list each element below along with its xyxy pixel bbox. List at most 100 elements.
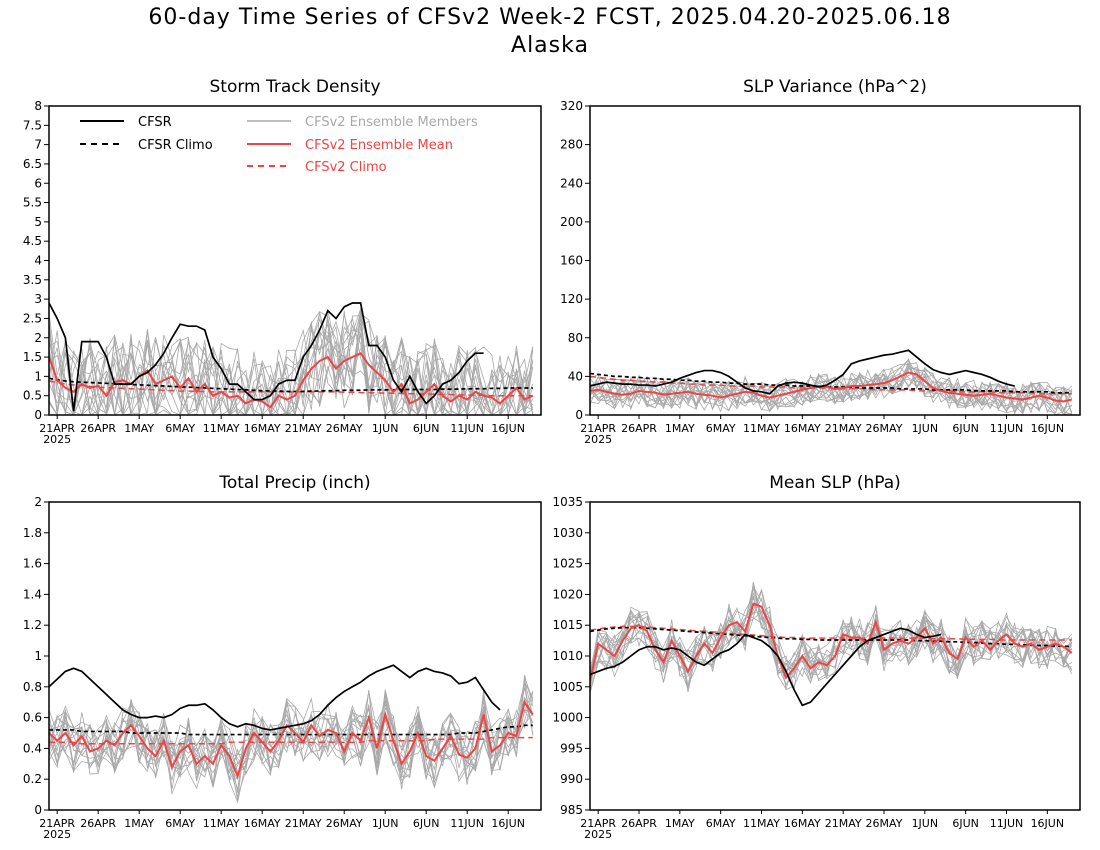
cfsr-climo-line <box>49 724 533 736</box>
y-tick-label: 8 <box>34 99 42 113</box>
y-tick-label: 0 <box>575 408 583 422</box>
ensemble-member-line <box>590 587 1073 678</box>
ensemble-member-line <box>49 320 534 415</box>
ensemble-mean-line <box>590 371 1073 403</box>
x-tick-label: 11MAY <box>203 817 240 830</box>
x-tick-label: 6JUN <box>413 422 440 435</box>
x-tick-label: 6MAY <box>165 422 195 435</box>
ensemble-mean-line <box>590 602 1073 681</box>
ensemble-member-line <box>49 309 534 415</box>
y-tick-label: 1025 <box>552 557 583 571</box>
y-tick-label: 3.5 <box>23 273 42 287</box>
y-tick-label: 1030 <box>552 526 583 540</box>
y-tick-label: 4.5 <box>23 234 42 248</box>
ensemble-member-line <box>590 585 1073 687</box>
y-tick-label: 6.5 <box>23 157 42 171</box>
x-tick-label: 6MAY <box>706 422 736 435</box>
x-tick-label: 6JUN <box>952 817 979 830</box>
ensemble-member-line <box>590 374 1073 415</box>
y-tick-label: 120 <box>560 292 583 306</box>
y-tick-label: 7.5 <box>23 118 42 132</box>
figure-region: Alaska <box>511 33 589 58</box>
plot-area <box>49 302 534 415</box>
chart-title: Mean SLP (hPa) <box>769 473 901 493</box>
chart-panel-1: Storm Track Density 0 0.5 1 1.5 2 2.5 3 3.5 4 4.5 5… <box>23 77 542 446</box>
ensemble-member-line <box>590 370 1072 414</box>
y-tick-label: 0.8 <box>23 680 42 694</box>
figure-title-block: 60-day Time Series of CFSv2 Week-2 FCST,… <box>0 4 1100 60</box>
y-tick-label: 0 <box>34 803 42 817</box>
y-tick-label: 40 <box>568 369 583 383</box>
ensemble-member-line <box>590 372 1073 411</box>
chart-panel-2: SLP Variance (hPa^2) 0 40 80 120 160 200 240 280… <box>560 77 1081 446</box>
x-tick-label: 11MAY <box>743 817 780 830</box>
x-tick-label: 26MAY <box>866 422 903 435</box>
y-tick-label: 1.4 <box>23 587 42 601</box>
y-tick-label: 1 <box>34 369 42 383</box>
ensemble-member-line <box>49 316 534 415</box>
cfsr-line <box>590 349 1015 395</box>
y-tick-label: 985 <box>560 803 583 817</box>
legend-label: CFSv2 Ensemble Mean <box>305 138 453 153</box>
y-tick-label: 7 <box>34 138 42 152</box>
ensemble-member-line <box>590 602 1073 693</box>
y-tick-label: 1020 <box>552 587 583 601</box>
y-tick-label: 0 <box>34 408 42 422</box>
x-tick-label: 26APR <box>80 817 116 830</box>
x-tick-label: 26MAY <box>326 817 363 830</box>
legend: CFSR CFSR Climo CFSv2 Ensemble Members CFSv… <box>80 115 478 175</box>
cfsr-line <box>49 664 501 731</box>
x-tick-label: 11JUN <box>450 817 484 830</box>
y-tick-label: 6 <box>34 176 42 190</box>
x-tick-label: 1MAY <box>124 422 154 435</box>
y-tick-label: 0.2 <box>23 772 42 786</box>
x-tick-label: 6MAY <box>165 817 195 830</box>
y-tick-label: 240 <box>560 176 583 190</box>
plot-frame <box>48 105 542 416</box>
y-tick-label: 5 <box>34 215 42 229</box>
x-tick-label: 11MAY <box>743 422 780 435</box>
y-tick-label: 1.6 <box>23 557 42 571</box>
legend-label: CFSv2 Climo <box>305 160 387 175</box>
plot-area <box>590 582 1073 707</box>
x-tick-label: 1JUN <box>912 422 939 435</box>
y-tick-label: 1035 <box>552 495 583 509</box>
ensemble-member-line <box>49 696 534 784</box>
x-tick-label: 21APR <box>39 817 75 830</box>
x-tick-label: 26APR <box>621 817 657 830</box>
y-tick-label: 1000 <box>552 711 583 725</box>
ensemble-member-line <box>49 705 533 777</box>
x-tick-label: 26APR <box>80 422 116 435</box>
y-tick-label: 1005 <box>552 680 583 694</box>
y-tick-label: 2 <box>34 331 42 345</box>
chart-panel-3: Total Precip (inch) 0 0.2 0.4 0.6 0.8 1 1.2 1.4 1… <box>23 473 542 841</box>
chart-title: Total Precip (inch) <box>218 473 370 493</box>
x-tick-label: 1MAY <box>665 422 695 435</box>
ensemble-member-line <box>49 310 534 415</box>
y-tick-label: 5.5 <box>23 196 42 210</box>
y-tick-label: 80 <box>568 331 583 345</box>
x-tick-label: 16MAY <box>244 817 281 830</box>
x-tick-label: 21APR <box>580 422 616 435</box>
figure-title: 60-day Time Series of CFSv2 Week-2 FCST,… <box>148 5 952 30</box>
y-tick-label: 0.5 <box>23 389 42 403</box>
x-tick-label: 16JUN <box>1031 422 1065 435</box>
x-tick-label: 11JUN <box>990 817 1024 830</box>
y-tick-label: 0.4 <box>23 741 42 755</box>
y-tick-label: 2.5 <box>23 311 42 325</box>
x-tick-label: 1JUN <box>372 422 399 435</box>
x-tick-label: 16MAY <box>244 422 281 435</box>
x-tick-label: 26MAY <box>326 422 363 435</box>
chart-title: SLP Variance (hPa^2) <box>743 77 927 97</box>
plot-frame <box>589 105 1081 416</box>
y-tick-label: 3 <box>34 292 42 306</box>
x-tick-label: 16JUN <box>491 422 525 435</box>
x-year-label: 2025 <box>584 828 612 841</box>
ensemble-member-line <box>49 308 534 415</box>
x-tick-label: 21MAY <box>825 422 862 435</box>
x-tick-label: 6MAY <box>706 817 736 830</box>
x-year-label: 2025 <box>584 433 612 446</box>
x-year-label: 2025 <box>43 828 71 841</box>
x-tick-label: 16JUN <box>491 817 525 830</box>
